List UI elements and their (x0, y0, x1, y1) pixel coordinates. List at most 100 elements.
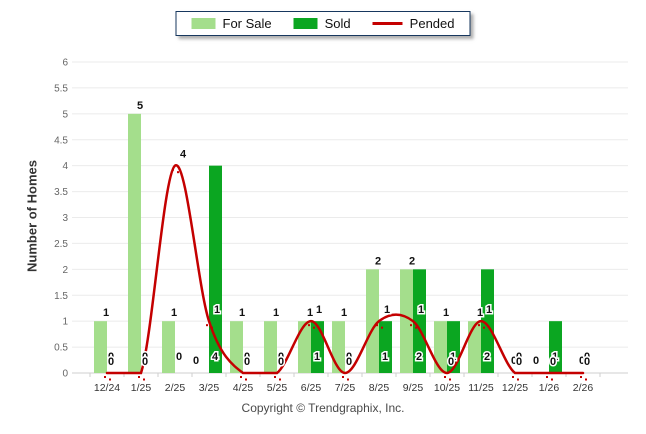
pended-label-7/25: 0 (346, 356, 352, 368)
chart-legend: For Sale Sold Pended (175, 11, 471, 36)
for-sale-label-7/25: 1 (341, 307, 347, 319)
sold-swatch-icon (293, 18, 318, 29)
sold-label-12/25: 0 (516, 351, 522, 363)
for-sale-label-12/24: 1 (103, 307, 109, 319)
sold-label-11/25: 2 (484, 351, 490, 363)
pended-marker-4/25 (245, 378, 247, 381)
pended-marker-12/24 (109, 378, 111, 381)
y-tick-label: 2.5 (54, 239, 68, 250)
sold-label-12/24: 0 (108, 351, 114, 363)
pended-label-2/25: 4 (180, 149, 187, 161)
y-tick-label: 0.5 (54, 343, 68, 354)
x-axis-label-12/24: 12/24 (94, 382, 120, 394)
sold-label-8/25: 1 (382, 351, 388, 363)
bar-for-sale-4/25 (230, 321, 243, 373)
pended-marker-1/26 (551, 378, 553, 381)
y-tick-label: 1 (62, 317, 68, 328)
pended-label-8/25: 1 (384, 304, 390, 316)
bar-sold-6/25 (311, 321, 324, 373)
pended-label-3/25: 1 (214, 304, 220, 316)
for-sale-label-4/25: 1 (239, 307, 245, 319)
for-sale-label-1/26: 0 (533, 355, 539, 367)
y-tick-label: 2 (62, 265, 68, 276)
legend-item-sold: Sold (293, 16, 351, 31)
for-sale-swatch-icon (191, 18, 216, 29)
x-axis-label-4/25: 4/25 (233, 382, 254, 394)
bar-sold-11/25 (481, 269, 494, 373)
legend-item-pended: Pended (372, 17, 455, 30)
pended-marker-7/25 (347, 378, 349, 381)
y-tick-label: 1.5 (54, 291, 68, 302)
y-tick-label: 5 (62, 109, 68, 120)
pended-label-1/25: 0 (142, 356, 148, 368)
pended-marker-6/25 (313, 326, 315, 329)
pended-marker-11/25 (478, 324, 480, 327)
pended-marker-3/25 (206, 324, 208, 327)
bar-sold-3/25 (209, 165, 222, 373)
for-sale-label-5/25: 1 (273, 307, 279, 319)
pended-marker-11/25 (483, 326, 485, 329)
pended-marker-6/25 (308, 324, 310, 327)
x-axis-label-7/25: 7/25 (335, 382, 356, 394)
for-sale-label-9/25: 2 (409, 255, 415, 267)
y-tick-label: 0 (62, 369, 68, 380)
pended-label-10/25: 0 (448, 356, 454, 368)
bar-for-sale-10/25 (434, 321, 447, 373)
for-sale-label-3/25: 0 (193, 355, 199, 367)
bar-sold-8/25 (379, 321, 392, 373)
pended-marker-2/26 (580, 376, 582, 378)
legend-label-sold: Sold (324, 16, 351, 31)
pended-marker-9/25 (410, 324, 412, 327)
pended-marker-4/25 (240, 376, 242, 378)
sold-label-9/25: 2 (416, 351, 422, 363)
x-axis-label-8/25: 8/25 (369, 382, 390, 394)
pended-label-11/25: 1 (486, 304, 492, 316)
y-tick-label: 4 (62, 161, 68, 172)
bar-for-sale-5/25 (264, 321, 277, 373)
pended-marker-8/25 (376, 324, 378, 327)
sold-label-1/26: 1 (552, 351, 558, 363)
pended-marker-1/26 (546, 376, 548, 378)
for-sale-label-6/25: 1 (307, 307, 313, 319)
x-axis-label-2/26: 2/26 (573, 382, 594, 394)
pended-marker-9/25 (415, 326, 417, 329)
pended-label-1/26: 0 (550, 356, 556, 368)
pended-marker-12/24 (104, 376, 106, 378)
pended-marker-2/26 (585, 378, 587, 381)
pended-marker-10/25 (444, 376, 446, 378)
x-axis-label-1/26: 1/26 (539, 382, 560, 394)
bar-for-sale-1/25 (128, 113, 141, 373)
for-sale-label-2/25: 1 (171, 307, 177, 319)
x-axis-label-12/25: 12/25 (502, 382, 528, 394)
sold-label-4/25: 0 (244, 351, 250, 363)
pended-marker-12/25 (512, 376, 514, 378)
pended-marker-2/25 (177, 171, 179, 174)
for-sale-label-1/25: 5 (137, 100, 143, 112)
pended-label-4/25: 0 (244, 356, 250, 368)
bar-for-sale-11/25 (468, 321, 481, 373)
bar-sold-9/25 (413, 269, 426, 373)
pended-label-12/25: 0 (516, 356, 522, 368)
pended-marker-10/25 (449, 378, 451, 381)
sold-label-2/26: 0 (584, 351, 590, 363)
pended-marker-5/25 (279, 378, 281, 381)
y-tick-label: 3.5 (54, 187, 68, 198)
bar-for-sale-8/25 (366, 269, 379, 373)
y-tick-label: 3 (62, 213, 68, 224)
sold-label-3/25: 4 (212, 351, 219, 363)
pended-marker-12/25 (517, 378, 519, 381)
y-tick-label: 6 (62, 58, 68, 69)
y-tick-label: 4.5 (54, 135, 68, 146)
sold-label-7/25: 0 (346, 351, 352, 363)
bar-for-sale-9/25 (400, 269, 413, 373)
legend-item-for-sale: For Sale (191, 17, 272, 30)
pended-label-9/25: 1 (418, 304, 424, 316)
for-sale-label-11/25: 1 (477, 307, 483, 319)
bar-for-sale-2/25 (162, 321, 175, 373)
copyright-text: Copyright © Trendgraphix, Inc. (241, 401, 405, 415)
pended-marker-1/25 (143, 378, 145, 381)
pended-marker-2/25 (172, 168, 174, 171)
x-axis-label-2/25: 2/25 (165, 382, 186, 394)
